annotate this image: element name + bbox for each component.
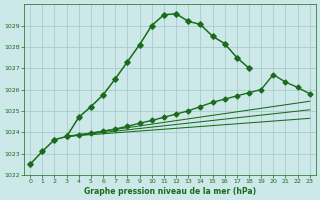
X-axis label: Graphe pression niveau de la mer (hPa): Graphe pression niveau de la mer (hPa)	[84, 187, 256, 196]
